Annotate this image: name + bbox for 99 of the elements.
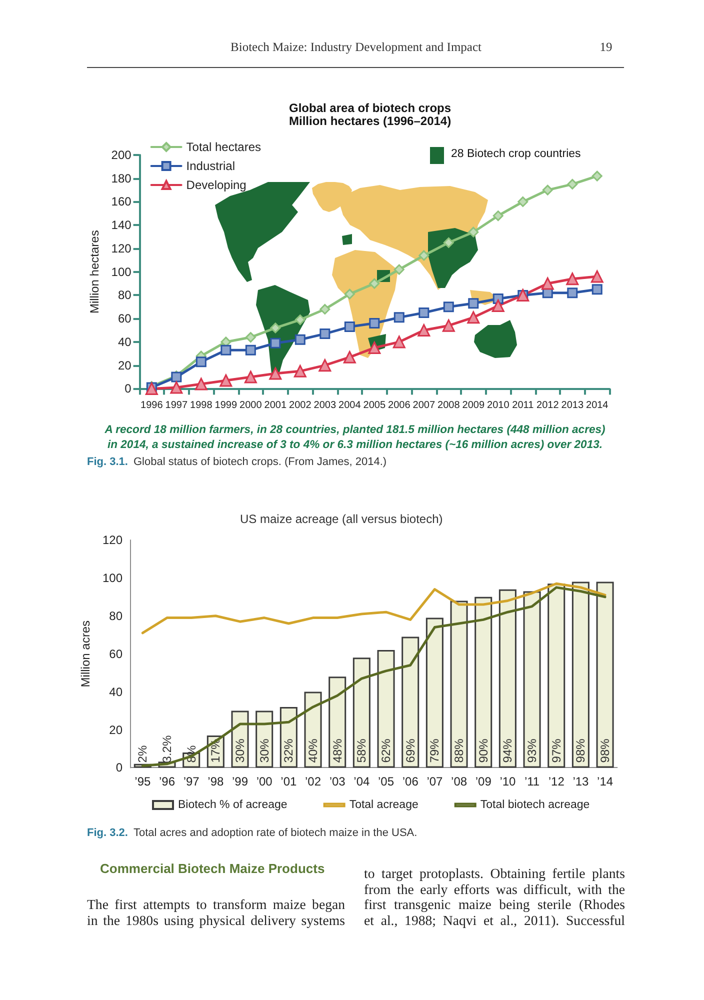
data-label: 2%	[136, 745, 150, 763]
x-tick-label: ’00	[256, 774, 273, 789]
y-tick-label: 100	[111, 264, 132, 279]
legend-label: Developing	[186, 178, 246, 192]
x-tick-label: 2008	[438, 400, 460, 412]
data-label: 30%	[257, 738, 272, 763]
x-tick-label: ’06	[402, 774, 419, 789]
data-label: 94%	[500, 738, 515, 763]
x-tick-label: ’01	[280, 774, 298, 789]
y-tick-label: 0	[116, 760, 123, 775]
data-label: 88%	[452, 738, 466, 763]
y-tick-label: 60	[109, 646, 123, 661]
data-label: 98%	[598, 738, 612, 763]
legend-label: Total biotech acreage	[480, 799, 590, 811]
x-tick-label: ’98	[208, 774, 224, 789]
x-tick-label: ’05	[378, 774, 394, 789]
y-tick-label: 160	[111, 194, 132, 209]
x-tick-label: ’04	[354, 774, 370, 789]
x-tick-label: 1996	[140, 400, 164, 412]
text: from the early efforts was difficult, with the	[364, 882, 625, 898]
x-tick-label: 1997	[165, 400, 188, 412]
text: The first attempts to transform maize began	[87, 897, 345, 913]
x-tick-label: ’96	[158, 774, 176, 789]
x-tick-label: 2012	[536, 400, 560, 412]
data-label: 97%	[549, 738, 564, 763]
data-label: 69%	[403, 738, 418, 763]
x-tick-label: 1998	[190, 400, 213, 412]
data-label: 93%	[525, 738, 540, 763]
x-tick-label: 2000	[240, 400, 262, 412]
text: first transgenic maize being sterile (Rhodes	[364, 897, 625, 913]
x-tick-label: ’07	[426, 774, 444, 789]
data-label: 62%	[379, 738, 394, 763]
y-tick-label: 20	[118, 358, 132, 372]
data-label: 3.2%	[160, 735, 174, 763]
text: Biotech Maize: Industry Development and Impact	[230, 40, 482, 54]
x-tick-label: ’11	[524, 774, 540, 789]
text: et al., 1988; Naqvi et al., 2011). Successful	[364, 913, 625, 929]
legend-label: Industrial	[186, 159, 236, 173]
y-tick-label: 80	[118, 288, 132, 302]
y-tick-label: 0	[124, 382, 132, 396]
data-label: 40%	[306, 738, 320, 763]
y-axis-title: Million hectares	[87, 230, 102, 314]
data-label: 32%	[282, 738, 296, 763]
text: in the 1980s using physical delivery systems	[87, 913, 345, 929]
x-tick-label: ’09	[475, 774, 492, 789]
x-tick-label: ’10	[500, 774, 516, 789]
data-label: 30%	[233, 738, 248, 763]
y-tick-label: 60	[118, 312, 132, 326]
text: to target protoplasts. Obtaining fertile plants	[364, 866, 625, 882]
annotation: 28 Biotech crop countries	[451, 148, 581, 160]
x-tick-label: ’03	[329, 774, 346, 789]
data-label: 58%	[354, 738, 369, 763]
x-tick-label: ’97	[183, 774, 200, 789]
data-label: 79%	[428, 738, 442, 763]
y-tick-label: 80	[109, 608, 123, 623]
x-tick-label: ’99	[232, 774, 248, 789]
x-tick-label: ’13	[572, 774, 590, 789]
x-tick-label: ’12	[548, 774, 565, 789]
data-label: 98%	[574, 738, 588, 763]
x-tick-label: 2004	[338, 400, 362, 412]
y-tick-label: 140	[111, 218, 132, 232]
data-label: 90%	[476, 738, 490, 763]
chart-subtitle: Million hectares (1996–2014)	[289, 114, 452, 128]
x-tick-label: 2013	[561, 400, 584, 412]
data-label: 48%	[330, 738, 344, 763]
chart-title: US maize acreage (all versus biotech)	[240, 512, 443, 526]
y-tick-label: 200	[111, 148, 132, 162]
y-tick-label: 100	[102, 570, 123, 585]
x-tick-label: 2002	[289, 400, 312, 412]
text: 19	[598, 40, 614, 55]
x-tick-label: 2003	[314, 400, 336, 412]
x-tick-label: 2014	[586, 400, 609, 412]
y-axis-title: Million acres	[78, 620, 93, 688]
y-tick-label: 120	[111, 241, 132, 256]
x-tick-label: 2009	[462, 400, 485, 412]
y-tick-label: 120	[102, 533, 123, 547]
x-tick-label: ’02	[305, 774, 322, 789]
y-tick-label: 40	[109, 684, 123, 699]
y-tick-label: 180	[111, 171, 132, 186]
x-tick-label: 1999	[214, 400, 238, 412]
x-tick-label: 2006	[388, 400, 411, 412]
x-tick-label: 2005	[363, 400, 386, 412]
x-tick-label: ’08	[451, 774, 468, 789]
y-tick-label: 40	[118, 334, 132, 349]
legend-label: Total hectares	[186, 140, 262, 154]
x-tick-label: ’14	[597, 774, 614, 789]
x-tick-label: 2011	[512, 400, 534, 412]
legend-label: Biotech % of acreage	[178, 799, 288, 811]
caption: Fig. 3.1. Global status of biotech crops. (From James, 2014.)	[87, 456, 387, 468]
y-tick-label: 20	[109, 722, 123, 737]
x-tick-label: 2007	[412, 400, 436, 412]
chart-title: Global area of biotech crops	[289, 101, 452, 115]
x-tick-label: ’95	[134, 774, 151, 789]
x-tick-label: 2001	[264, 400, 287, 412]
text: Commercial Biotech Maize Products	[100, 861, 325, 876]
caption: Fig. 3.2. Total acres and adoption rate of biotech maize in the USA.	[87, 827, 418, 839]
legend-label: Total acreage	[349, 799, 418, 811]
text: A record 18 million farmers, in 28 countries, planted 181.5 million hectares (448 million acres) in 2014, a sustained increase of 3 to 4% or 6.3 million hectares (~16 million acres) over 2013.	[104, 423, 606, 453]
x-tick-label: 2010	[487, 400, 510, 412]
